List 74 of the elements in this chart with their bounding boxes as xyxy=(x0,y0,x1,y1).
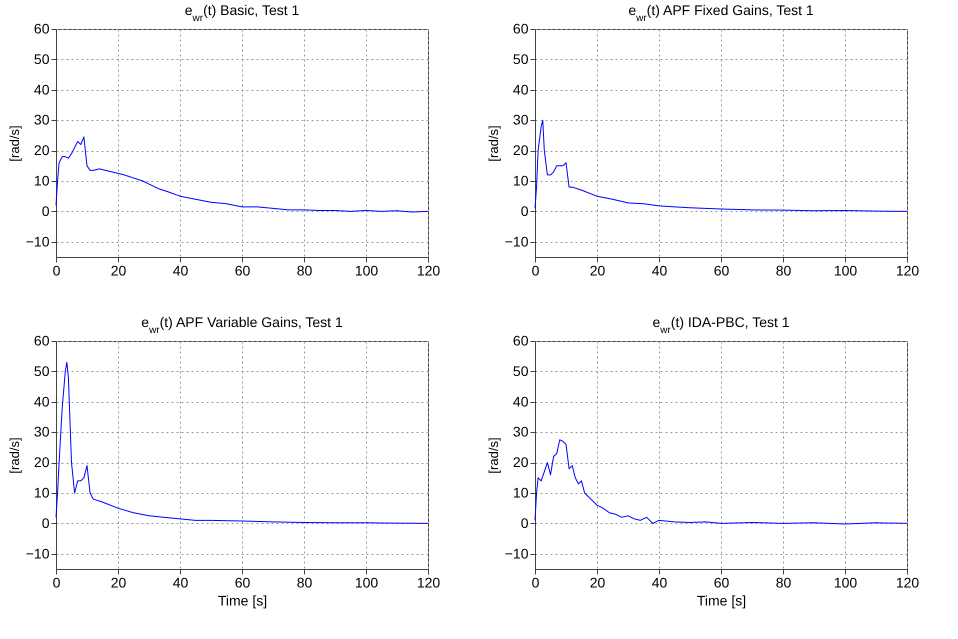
y-tick-label: 50 xyxy=(512,362,529,379)
x-tick-label: 0 xyxy=(52,262,61,278)
y-tick-label: 0 xyxy=(520,202,529,219)
y-tick-label: 0 xyxy=(520,514,529,531)
chart-title: e$_{wr}$(t) Basic, Test 1 xyxy=(184,2,300,24)
line-series xyxy=(534,120,908,212)
y-tick-label: −10 xyxy=(504,545,529,562)
x-tick-label: 80 xyxy=(296,262,312,278)
chart-title: e$_{wr}$(t) IDA-PBC, Test 1 xyxy=(652,314,790,336)
line-series xyxy=(56,136,428,213)
y-tick-label: 10 xyxy=(34,484,50,500)
x-tick-label: 100 xyxy=(834,574,858,590)
chart-title: e$_{wr}$(t) APF Fixed Gains, Test 1 xyxy=(628,2,814,24)
x-tick-label: 60 xyxy=(234,574,250,590)
x-tick-label: 80 xyxy=(776,574,792,590)
y-tick-label: 40 xyxy=(512,81,529,98)
x-tick-label: 20 xyxy=(110,574,126,590)
x-axis-title: Time [s] xyxy=(696,592,746,608)
y-tick-label: 20 xyxy=(512,454,529,470)
chart-title: e$_{wr}$(t) APF Variable Gains, Test 1 xyxy=(141,314,343,336)
line-series xyxy=(534,439,908,525)
x-tick-label: 120 xyxy=(416,574,440,590)
y-tick-label: 40 xyxy=(34,393,50,410)
y-tick-label: −10 xyxy=(504,233,529,250)
y-tick-label: −10 xyxy=(26,545,50,562)
x-tick-label: 40 xyxy=(652,262,668,278)
y-axis-title: [rad/s] xyxy=(6,437,22,474)
x-tick-label: 120 xyxy=(896,574,920,590)
y-tick-label: 10 xyxy=(34,172,50,188)
x-tick-label: 20 xyxy=(590,262,606,278)
x-tick-label: 20 xyxy=(110,262,126,278)
y-tick-label: 30 xyxy=(512,424,529,440)
x-tick-label: 120 xyxy=(896,262,920,278)
y-tick-label: 10 xyxy=(512,484,529,500)
y-tick-label: 60 xyxy=(34,332,50,348)
x-tick-label: 80 xyxy=(296,574,312,590)
y-tick-label: −10 xyxy=(26,233,50,250)
y-tick-label: 30 xyxy=(512,112,529,128)
y-tick-label: 30 xyxy=(34,112,50,128)
x-tick-label: 80 xyxy=(776,262,792,278)
x-tick-label: 100 xyxy=(834,262,858,278)
y-tick-label: 50 xyxy=(34,362,50,379)
y-tick-label: 60 xyxy=(34,20,50,36)
y-tick-label: 60 xyxy=(512,332,529,348)
y-tick-label: 10 xyxy=(512,172,529,188)
x-tick-label: 40 xyxy=(652,574,668,590)
y-tick-label: 60 xyxy=(512,20,529,36)
x-tick-label: 40 xyxy=(172,574,188,590)
x-tick-label: 0 xyxy=(52,574,61,590)
x-axis-title: Time [s] xyxy=(218,592,268,608)
y-tick-label: 40 xyxy=(34,81,50,98)
x-tick-label: 60 xyxy=(714,574,730,590)
x-tick-label: 60 xyxy=(714,262,730,278)
x-tick-label: 120 xyxy=(416,262,440,278)
x-tick-label: 40 xyxy=(172,262,188,278)
y-tick-label: 0 xyxy=(42,514,50,531)
x-tick-label: 100 xyxy=(354,262,378,278)
y-tick-label: 50 xyxy=(34,50,50,67)
x-tick-label: 100 xyxy=(354,574,378,590)
line-series xyxy=(56,362,428,524)
x-tick-label: 0 xyxy=(532,262,540,278)
y-axis-title: [rad/s] xyxy=(486,437,501,474)
y-tick-label: 20 xyxy=(34,454,50,470)
y-tick-label: 40 xyxy=(512,393,529,410)
y-axis-title: [rad/s] xyxy=(486,125,501,162)
y-axis-title: [rad/s] xyxy=(6,125,22,162)
x-tick-label: 0 xyxy=(532,574,540,590)
x-tick-label: 60 xyxy=(234,262,250,278)
x-tick-label: 20 xyxy=(590,574,606,590)
y-tick-label: 0 xyxy=(42,202,50,219)
y-tick-label: 20 xyxy=(34,142,50,158)
y-tick-label: 30 xyxy=(34,424,50,440)
y-tick-label: 50 xyxy=(512,50,529,67)
y-tick-label: 20 xyxy=(512,142,529,158)
